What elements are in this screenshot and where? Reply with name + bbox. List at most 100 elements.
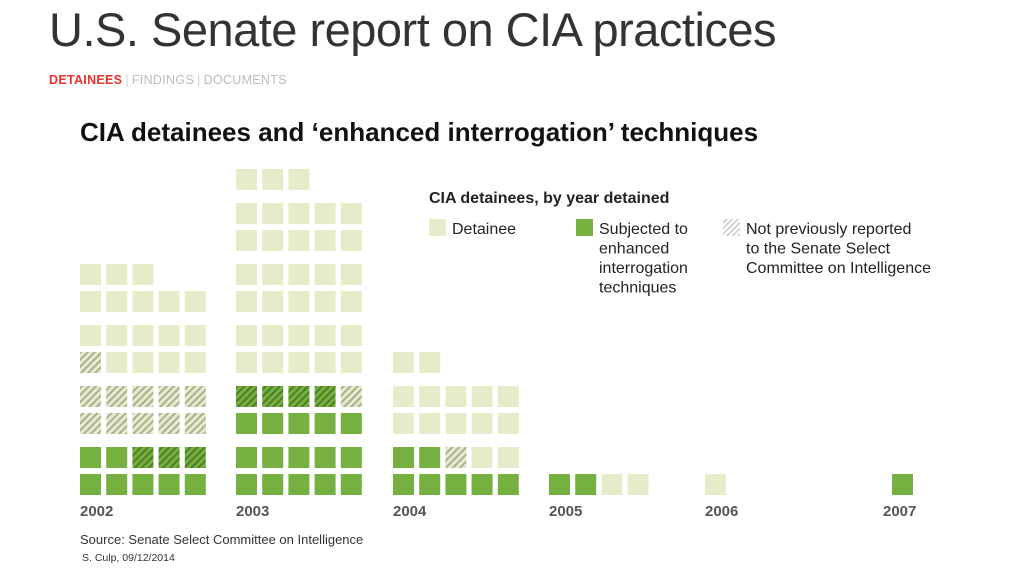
detainee-cell: [236, 230, 257, 251]
enhanced-cell: [288, 474, 310, 495]
enhanced-cell: [262, 447, 284, 468]
detainee-cell: [601, 474, 623, 495]
detainee-cell: [288, 325, 310, 346]
enhanced-unreported-cell: [288, 386, 310, 407]
detainee-cell: [288, 264, 310, 285]
detainee-cell: [419, 352, 441, 373]
detainee-cell: [471, 386, 493, 407]
detainee-cell: [497, 413, 519, 434]
detainee-cell: [497, 447, 519, 468]
unreported-cell: [106, 386, 128, 407]
detainee-cell: [236, 169, 257, 190]
detainee-cell: [340, 264, 362, 285]
detainee-cell: [236, 264, 257, 285]
detainee-cell: [497, 386, 519, 407]
legend-swatch: [723, 219, 740, 236]
detainee-cell: [184, 291, 206, 312]
source-note: Source: Senate Select Committee on Intel…: [80, 532, 363, 547]
legend-swatch: [576, 219, 593, 236]
detainee-cell: [340, 230, 362, 251]
page-title: U.S. Senate report on CIA practices: [49, 3, 777, 56]
year-label: 2004: [393, 503, 427, 520]
detainee-cell: [132, 264, 154, 285]
unreported-cell: [158, 413, 180, 434]
nav-findings[interactable]: FINDINGS: [131, 73, 194, 87]
enhanced-cell: [393, 447, 414, 468]
enhanced-cell: [892, 474, 913, 495]
enhanced-cell: [80, 474, 101, 495]
year-labels: 2002 2003 2004 2005 2006 2007: [80, 503, 916, 520]
enhanced-cell: [184, 474, 206, 495]
detainee-cell: [340, 325, 362, 346]
detainee-cell: [705, 474, 726, 495]
detainee-cell: [419, 386, 441, 407]
enhanced-cell: [236, 447, 257, 468]
detainee-cell: [288, 352, 310, 373]
legend-label: Not previously reported: [746, 221, 911, 238]
unreported-cell: [80, 386, 101, 407]
enhanced-cell: [314, 447, 336, 468]
nav-documents[interactable]: DOCUMENTS: [203, 73, 287, 87]
chart-title: CIA detainees and ‘enhanced interrogatio…: [80, 117, 758, 147]
detainee-cell: [393, 413, 414, 434]
detainee-cell: [627, 474, 649, 495]
unreported-cell: [132, 413, 154, 434]
enhanced-unreported-cell: [236, 386, 257, 407]
legend-label: Detainee: [452, 221, 516, 238]
detainee-cell: [262, 169, 284, 190]
enhanced-cell: [236, 413, 257, 434]
detainee-cell: [288, 203, 310, 224]
unreported-cell: [80, 413, 101, 434]
detainee-cell: [132, 291, 154, 312]
detainee-cell: [158, 352, 180, 373]
detainee-cell: [262, 230, 284, 251]
nav-detainees[interactable]: DETAINEES: [49, 73, 123, 87]
enhanced-cell: [419, 447, 441, 468]
detainee-cell: [262, 291, 284, 312]
detainee-cell: [393, 352, 414, 373]
detainee-cell: [262, 352, 284, 373]
legend-label: Subjected to: [599, 221, 688, 238]
enhanced-cell: [288, 447, 310, 468]
enhanced-cell: [393, 474, 414, 495]
legend-swatch: [429, 219, 446, 236]
unreported-cell: [106, 413, 128, 434]
enhanced-cell: [314, 474, 336, 495]
legend-label: to the Senate Select: [746, 241, 891, 258]
detainee-cell: [80, 325, 101, 346]
enhanced-cell: [445, 474, 467, 495]
year-label: 2005: [549, 503, 582, 520]
enhanced-unreported-cell: [158, 447, 180, 468]
detainee-cell: [445, 386, 467, 407]
unreported-cell: [445, 447, 467, 468]
detainee-cell: [184, 325, 206, 346]
unreported-cell: [80, 352, 101, 373]
enhanced-cell: [236, 474, 257, 495]
legend-detainee: Detainee: [429, 219, 516, 238]
detainee-cell: [106, 291, 128, 312]
detainee-cell: [288, 230, 310, 251]
detainee-cell: [445, 413, 467, 434]
enhanced-cell: [575, 474, 597, 495]
section-nav: DETAINEES | FINDINGS | DOCUMENTS: [49, 73, 287, 87]
detainee-cell: [340, 352, 362, 373]
detainee-cell: [314, 291, 336, 312]
enhanced-cell: [471, 474, 493, 495]
legend-enhanced: Subjected to enhanced interrogation techniq…: [576, 219, 688, 297]
enhanced-cell: [80, 447, 101, 468]
enhanced-cell: [106, 474, 128, 495]
detainee-cell: [314, 264, 336, 285]
enhanced-unreported-cell: [184, 447, 206, 468]
detainee-cell: [471, 447, 493, 468]
detainee-cell: [106, 325, 128, 346]
detainee-cell: [288, 169, 310, 190]
enhanced-cell: [106, 447, 128, 468]
nav-divider: |: [125, 73, 129, 87]
detainee-cell: [236, 203, 257, 224]
credit-note: S. Culp, 09/12/2014: [82, 552, 175, 564]
nav-divider: |: [197, 73, 201, 87]
detainee-cell: [262, 203, 284, 224]
detainee-cell: [184, 352, 206, 373]
enhanced-cell: [132, 474, 154, 495]
detainee-cell: [80, 264, 101, 285]
